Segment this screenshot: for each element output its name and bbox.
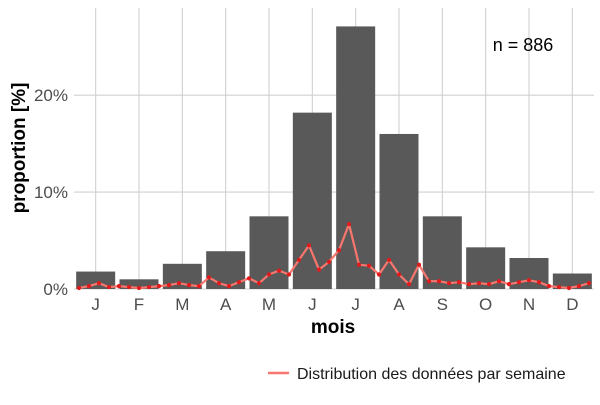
weekly-point — [366, 263, 372, 268]
axis-layer: 0% 10% 20% J F M A M J J A S O N D — [34, 86, 579, 314]
weekly-point — [586, 281, 592, 286]
weekly-point — [416, 262, 422, 267]
weekly-point — [516, 280, 522, 285]
weekly-point — [466, 282, 472, 287]
y-tick-label: 10% — [34, 183, 68, 202]
weekly-point — [326, 259, 332, 264]
weekly-point — [276, 268, 282, 273]
x-tick-label: A — [220, 295, 232, 314]
legend-label-weekly: Distribution des données par semaine — [297, 366, 566, 383]
x-tick-label: A — [393, 295, 405, 314]
weekly-point — [336, 248, 342, 253]
weekly-point — [106, 284, 112, 290]
weekly-point — [546, 283, 552, 289]
weekly-point — [396, 272, 402, 277]
weekly-point — [196, 283, 202, 289]
x-axis-title: mois — [311, 317, 355, 338]
x-tick-label: J — [308, 295, 317, 314]
weekly-point — [476, 281, 482, 286]
weekly-point — [216, 281, 222, 286]
annotation-n: n = 886 — [493, 35, 554, 55]
weekly-point — [406, 282, 412, 287]
bar-mark — [292, 112, 332, 289]
weekly-point — [246, 276, 252, 281]
x-tick-label: J — [91, 295, 100, 314]
weekly-point — [306, 243, 312, 248]
x-tick-label: M — [262, 295, 276, 314]
weekly-point — [426, 279, 432, 284]
bar-mark — [119, 279, 159, 289]
weekly-point — [236, 280, 242, 285]
weekly-point — [166, 283, 172, 288]
weekly-point — [176, 281, 182, 286]
y-tick-label: 20% — [34, 86, 68, 105]
x-tick-label: N — [523, 295, 535, 314]
weekly-point — [286, 272, 292, 277]
grid-layer — [74, 8, 594, 290]
bar-mark — [249, 216, 289, 289]
weekly-point — [486, 282, 492, 287]
weekly-point — [186, 283, 192, 288]
weekly-point — [436, 279, 442, 284]
weekly-point — [356, 262, 362, 267]
weekly-point — [156, 283, 162, 289]
weekly-line — [78, 223, 590, 290]
weekly-point — [346, 221, 352, 227]
bar-mark — [422, 216, 462, 289]
x-tick-label: M — [175, 295, 189, 314]
x-tick-label: D — [566, 295, 578, 314]
weekly-point — [376, 272, 382, 277]
weekly-point — [536, 280, 542, 285]
x-tick-label: O — [479, 295, 492, 314]
x-tick-label: S — [437, 295, 448, 314]
weekly-point — [506, 282, 512, 287]
weekly-point — [266, 272, 272, 277]
weekly-point — [316, 267, 322, 272]
weekly-point — [296, 257, 302, 263]
y-tick-label: 0% — [43, 280, 68, 299]
weekly-point — [556, 284, 562, 290]
weekly-point — [456, 280, 462, 285]
x-tick-label: F — [134, 295, 144, 314]
weekly-point — [526, 278, 532, 283]
weekly-point — [496, 279, 502, 284]
weekly-point — [76, 285, 82, 291]
bar-mark — [336, 26, 376, 290]
line-layer — [76, 221, 592, 291]
weekly-point — [206, 275, 212, 280]
weekly-point — [446, 281, 452, 286]
bar-layer — [76, 26, 592, 290]
x-tick-label: J — [351, 295, 360, 314]
weekly-point — [256, 281, 262, 286]
weekly-point — [146, 284, 152, 290]
weekly-point — [226, 283, 232, 289]
y-axis-title: proportion [%] — [9, 83, 30, 214]
weekly-point — [96, 281, 102, 286]
weekly-point — [86, 283, 92, 289]
weekly-point — [386, 257, 392, 263]
legend: Distribution des données par semaine — [268, 366, 566, 383]
weekly-point — [566, 285, 572, 291]
weekly-point — [576, 283, 582, 289]
weekly-point — [136, 285, 142, 291]
weekly-point — [126, 284, 132, 290]
weekly-point — [116, 283, 122, 289]
